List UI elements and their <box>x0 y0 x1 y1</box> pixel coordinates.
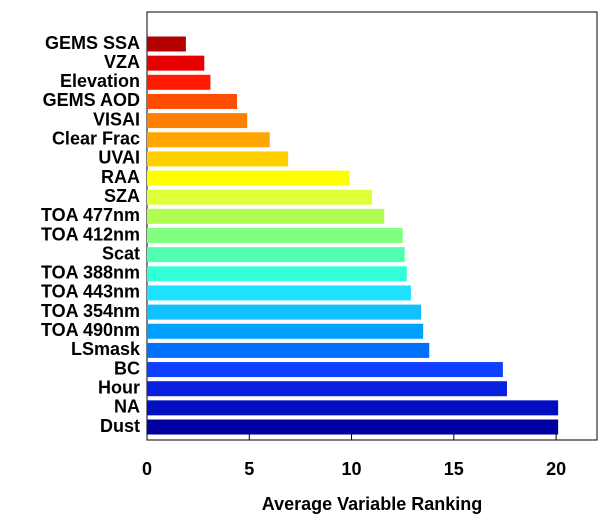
bar <box>147 419 559 435</box>
y-tick-label: Clear Frac <box>52 129 140 149</box>
bar <box>147 266 407 282</box>
y-tick-label: TOA 412nm <box>41 224 140 244</box>
y-tick-label: LSmask <box>71 339 141 359</box>
bar <box>147 342 430 358</box>
bar <box>147 132 270 148</box>
y-tick-label: NA <box>114 397 140 417</box>
y-tick-label: TOA 388nm <box>41 263 140 283</box>
bar <box>147 36 186 52</box>
y-tick-label: UVAI <box>98 148 140 168</box>
x-tick-label: 5 <box>244 459 254 479</box>
x-tick-label: 10 <box>342 459 362 479</box>
bar <box>147 400 559 416</box>
x-tick-label: 20 <box>546 459 566 479</box>
y-tick-label: SZA <box>104 186 140 206</box>
y-tick-label: TOA 477nm <box>41 205 140 225</box>
y-tick-label: BC <box>114 358 140 378</box>
y-tick-label: RAA <box>101 167 140 187</box>
bar <box>147 151 289 167</box>
x-tick-label: 15 <box>444 459 464 479</box>
bar <box>147 381 507 397</box>
y-tick-label: TOA 354nm <box>41 301 140 321</box>
bar <box>147 228 403 243</box>
y-tick-label: Scat <box>102 243 140 263</box>
y-tick-label: TOA 443nm <box>41 282 140 302</box>
bar <box>147 285 411 301</box>
bar <box>147 113 248 129</box>
y-tick-label: TOA 490nm <box>41 320 140 340</box>
y-tick-label: Dust <box>100 416 140 436</box>
plot-frame <box>146 11 598 441</box>
bar <box>147 55 205 71</box>
bar <box>147 189 372 205</box>
bar <box>147 362 503 378</box>
y-tick-label: GEMS SSA <box>45 33 140 53</box>
bar <box>147 208 385 224</box>
bar <box>147 323 424 339</box>
bar <box>147 247 405 263</box>
y-tick-label: GEMS AOD <box>43 90 140 110</box>
bar <box>147 93 237 109</box>
y-tick-label: VZA <box>104 52 140 72</box>
x-tick-label: 0 <box>142 459 152 479</box>
x-axis-label: Average Variable Ranking <box>262 494 482 514</box>
bar <box>147 170 350 186</box>
y-tick-label: VISAI <box>93 109 140 129</box>
y-tick-label: Elevation <box>60 71 140 91</box>
bar <box>147 304 422 320</box>
bar <box>147 74 211 90</box>
y-tick-label: Hour <box>98 377 140 397</box>
